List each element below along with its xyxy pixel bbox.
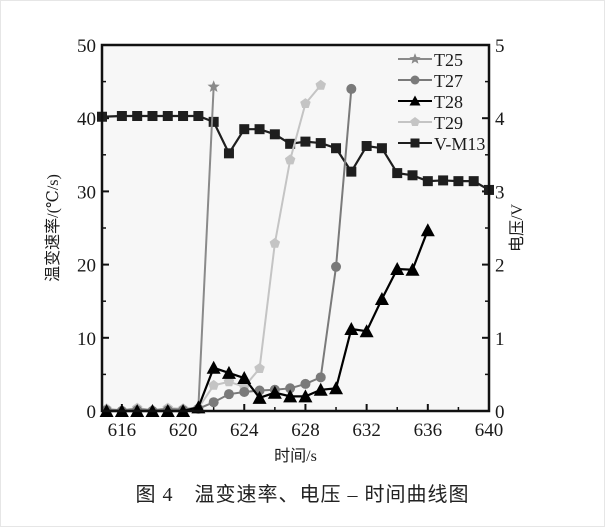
y-tick-label: 30	[77, 182, 96, 203]
x-tick-label: 624	[230, 420, 259, 441]
legend-label: T29	[434, 113, 463, 133]
figure-caption: 图 4 温变速率、电压 – 时间曲线图	[135, 484, 470, 506]
y2-tick-label: 4	[495, 109, 505, 130]
legend-item-t29: T29	[398, 113, 463, 133]
y2-tick-label: 5	[495, 36, 505, 57]
y2-tick-label: 0	[495, 402, 505, 423]
x-axis-title: 时间/s	[274, 447, 317, 465]
x-tick-label: 636	[414, 420, 443, 441]
chart: 616 620 624 628 632 636 64001020304050012345时间…	[44, 36, 526, 465]
x-tick-label: 616	[108, 420, 137, 441]
legend-label: T25	[434, 50, 463, 70]
y-tick-label: 40	[77, 109, 96, 130]
legend-label: V-M13	[434, 134, 485, 154]
x-tick-label: 632	[352, 420, 381, 441]
y2-tick-label: 2	[495, 256, 505, 277]
legend-label: T27	[434, 71, 463, 91]
x-tick-label: 620	[169, 420, 198, 441]
y2-tick-label: 1	[495, 329, 505, 350]
legend-label: T28	[434, 92, 463, 112]
y-tick-label: 20	[77, 256, 96, 277]
y2-axis-title: 电压/V	[508, 204, 526, 252]
y-tick-label: 0	[87, 402, 97, 423]
x-tick-label: 628	[291, 420, 320, 441]
y-tick-label: 50	[77, 36, 96, 57]
plot-frame	[100, 43, 491, 413]
y2-tick-label: 3	[495, 182, 505, 203]
legend-item-v-m13: V-M13	[398, 134, 485, 154]
legend-item-t25: T25	[398, 50, 463, 70]
y-axis-title: 温变速率/(℃/s)	[44, 174, 62, 282]
plot-area	[102, 45, 489, 411]
y-tick-label: 10	[77, 329, 96, 350]
legend-item-t28: T28	[398, 92, 463, 112]
x-tick-label: 640	[475, 420, 504, 441]
legend-item-t27: T27	[398, 71, 463, 91]
